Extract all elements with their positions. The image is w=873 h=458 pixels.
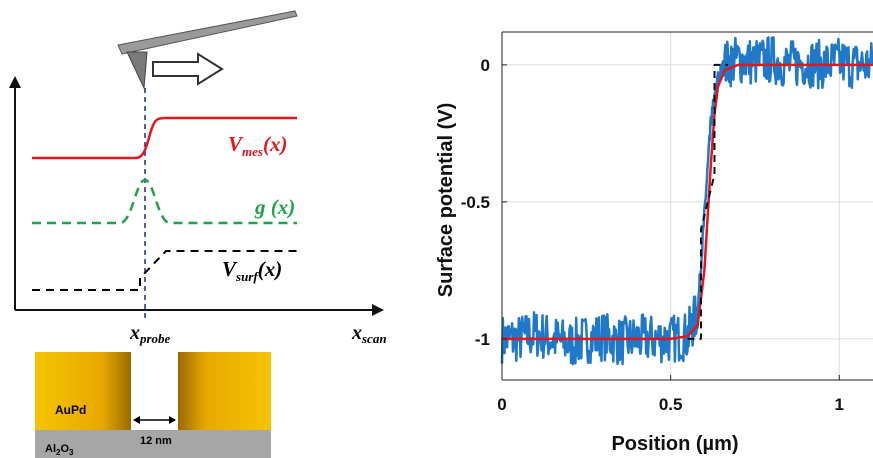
- x-tick-label: 1: [835, 395, 844, 414]
- gap-dimension-arrow-icon: [133, 416, 176, 424]
- metal-left-block: [35, 352, 131, 430]
- x-probe-label: xprobe: [129, 322, 171, 346]
- y-tick-label: -0.5: [461, 193, 490, 212]
- y-tick-label: 0: [481, 56, 490, 75]
- probe-tip-icon: [126, 51, 148, 90]
- y-axis-arrowhead-icon: [9, 76, 21, 88]
- scan-direction-arrow-icon: [152, 52, 224, 86]
- metal-right-block: [178, 352, 271, 430]
- axes-layer: [501, 31, 873, 381]
- cantilever-icon: [117, 10, 298, 55]
- substrate-label: Al2O3: [45, 443, 74, 457]
- v-mes-label: Vmes(x): [228, 132, 287, 159]
- surface-step-line: [687, 63, 728, 340]
- series-layer: [500, 36, 873, 366]
- x-tick-label: 0.5: [659, 395, 683, 414]
- y-axis-label: Surface potential (V): [435, 103, 457, 297]
- gap-label: 12 nm: [140, 435, 172, 447]
- substrate-layer: [35, 430, 271, 458]
- measured-potential-line: [500, 36, 873, 366]
- schematic-panel: Vmes(x) g (x) Vsurf(x) xprobe xscan AuPd…: [9, 10, 387, 458]
- v-surf-curve: [32, 250, 297, 291]
- g-label: g (x): [254, 195, 295, 219]
- metal-label: AuPd: [55, 403, 86, 417]
- x-tick-label: 0: [497, 395, 506, 414]
- x-axis-label: Position (µm): [611, 433, 738, 455]
- tick-label-layer: 0 0.5 1 0 -0.5 -1: [461, 56, 844, 414]
- v-mes-curve: [32, 116, 297, 160]
- x-axis-arrowhead-icon: [372, 304, 384, 316]
- fitted-potential-line: [502, 63, 873, 341]
- g-kernel-curve: [32, 178, 297, 225]
- x-scan-label: xscan: [351, 322, 387, 346]
- v-surf-label: Vsurf(x): [222, 257, 282, 284]
- y-tick-label: -1: [475, 330, 490, 349]
- surface-potential-chart: 0 0.5 1 0 -0.5 -1 Position (µm) Surface poten…: [435, 31, 873, 455]
